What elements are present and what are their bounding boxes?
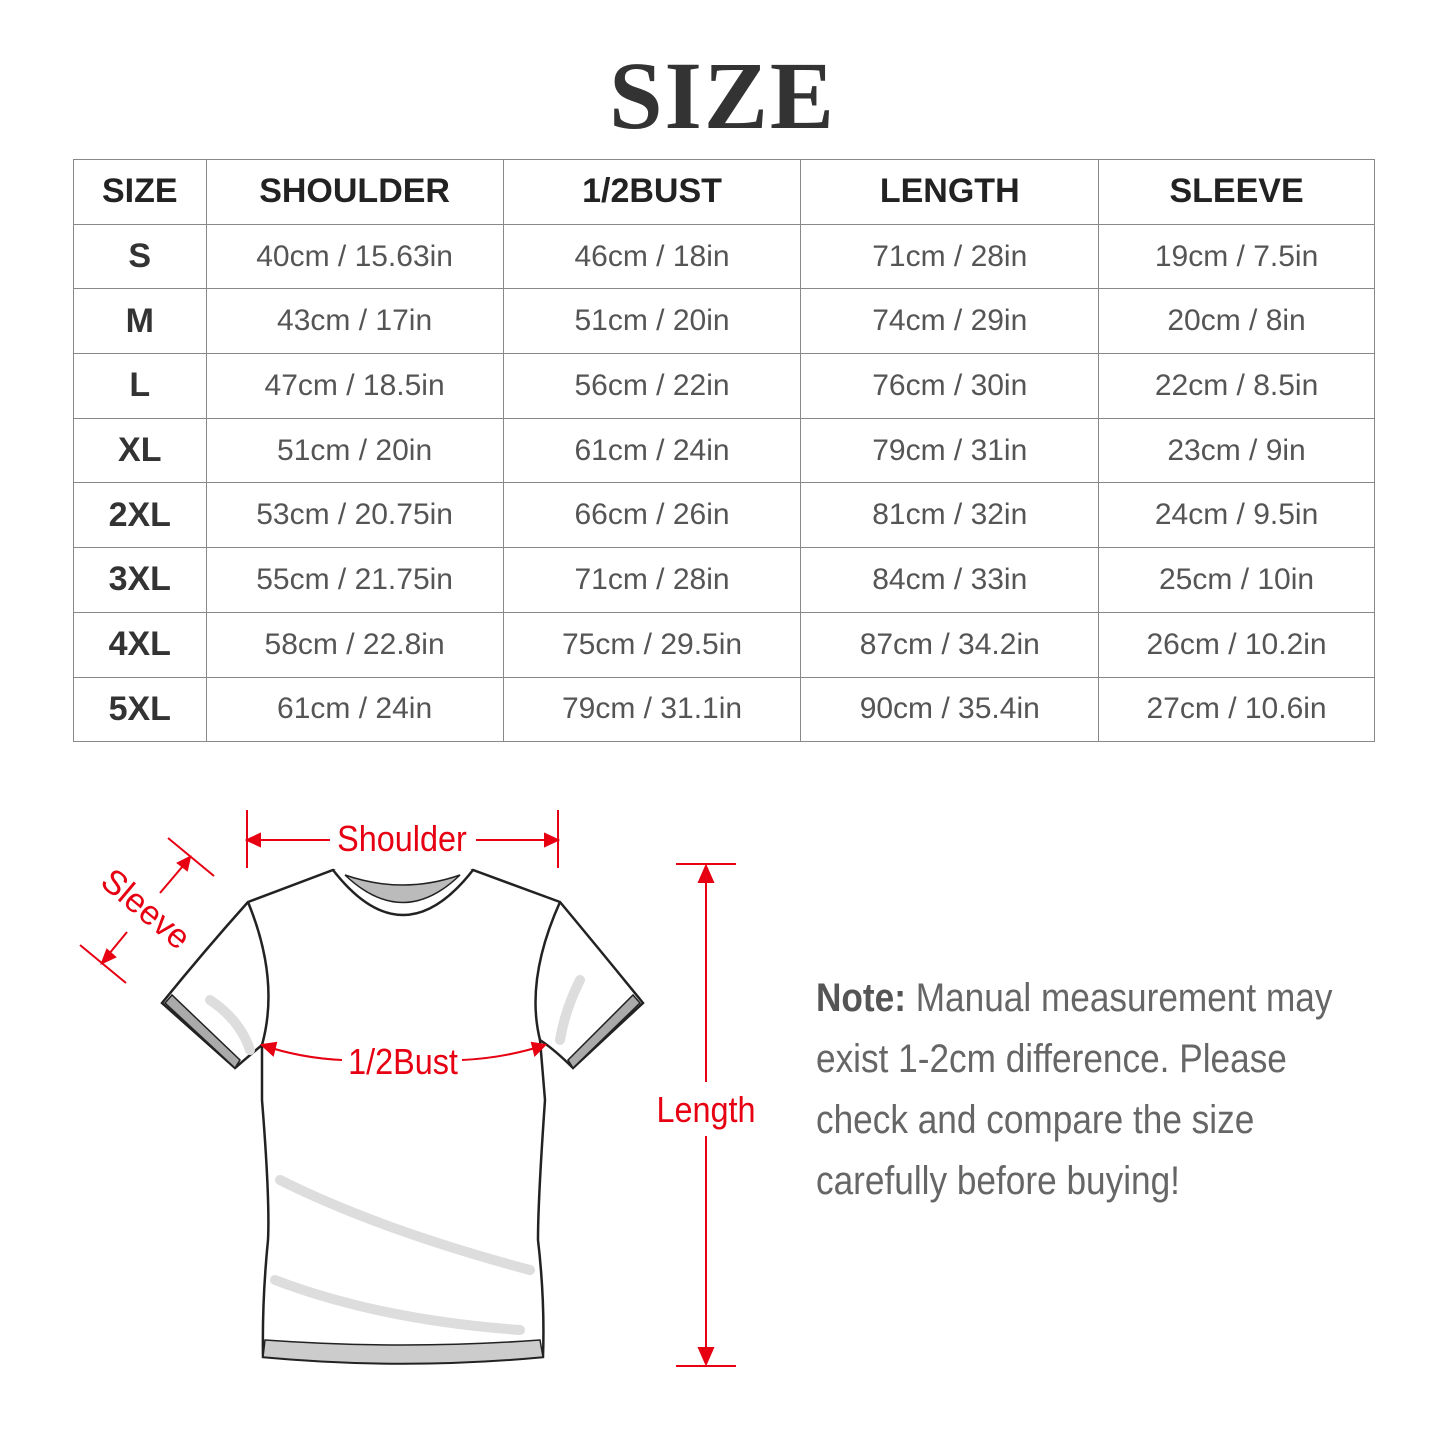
- bust-label: 1/2Bust: [348, 1042, 458, 1082]
- measurement-cell: 56cm / 22in: [502, 353, 802, 419]
- measurement-cell: 25cm / 10in: [1098, 547, 1375, 613]
- measurement-cell: 22cm / 8.5in: [1098, 353, 1375, 419]
- measurement-cell: 71cm / 28in: [800, 223, 1100, 290]
- column-header: SIZE: [73, 159, 207, 225]
- measurement-cell: 46cm / 18in: [502, 223, 802, 290]
- measurement-cell: 47cm / 18.5in: [205, 353, 504, 419]
- measurement-cell: 20cm / 8in: [1098, 288, 1375, 355]
- measurement-cell: 79cm / 31in: [800, 417, 1100, 484]
- measurement-cell: 51cm / 20in: [205, 417, 504, 484]
- measurement-cell: 71cm / 28in: [502, 547, 802, 613]
- table-row: 4XL 58cm / 22.8in 75cm / 29.5in 87cm / 34.2…: [73, 611, 1375, 678]
- tshirt-folds: [205, 975, 585, 1335]
- size-table: SIZE SHOULDER 1/2BUST LENGTH SLEEVE S 40cm / …: [73, 159, 1375, 743]
- table-row: 2XL 53cm / 20.75in 66cm / 26in 81cm / 32in 2…: [73, 482, 1375, 549]
- column-header: SHOULDER: [205, 159, 504, 225]
- measure-lines: [79, 810, 736, 1367]
- measurement-cell: 81cm / 32in: [800, 482, 1100, 549]
- hem: [262, 1339, 544, 1365]
- size-cell: S: [73, 223, 207, 290]
- size-cell: 5XL: [73, 676, 207, 743]
- measurement-cell: 40cm / 15.63in: [205, 223, 504, 290]
- column-header: 1/2BUST: [502, 159, 802, 225]
- table-row: S 40cm / 15.63in 46cm / 18in 71cm / 28in 19c…: [73, 223, 1375, 290]
- measurement-cell: 23cm / 9in: [1098, 417, 1375, 484]
- note-label: Note:: [816, 976, 906, 1020]
- size-cell: 3XL: [73, 547, 207, 613]
- size-cell: 4XL: [73, 611, 207, 678]
- column-header: LENGTH: [800, 159, 1100, 225]
- measurement-cell: 24cm / 9.5in: [1098, 482, 1375, 549]
- table-row: XL 51cm / 20in 61cm / 24in 79cm / 31in 23cm …: [73, 417, 1375, 484]
- table-header-row: SIZE SHOULDER 1/2BUST LENGTH SLEEVE: [73, 159, 1375, 225]
- note-text: Note: Manual measurement may exist 1-2cm…: [816, 968, 1388, 1212]
- tshirt-outline: [160, 868, 645, 1365]
- size-cell: 2XL: [73, 482, 207, 549]
- measurement-cell: 66cm / 26in: [502, 482, 802, 549]
- measurement-cell: 87cm / 34.2in: [800, 611, 1100, 678]
- measurement-cell: 61cm / 24in: [205, 676, 504, 743]
- measurement-cell: 84cm / 33in: [800, 547, 1100, 613]
- tshirt-diagram: Shoulder Sleeve 1/2Bust Length: [79, 810, 756, 1367]
- column-header: SLEEVE: [1098, 159, 1375, 225]
- measurement-cell: 90cm / 35.4in: [800, 676, 1100, 743]
- table-row: M 43cm / 17in 51cm / 20in 74cm / 29in 20cm /…: [73, 288, 1375, 355]
- page-title: SIZE: [609, 42, 836, 149]
- measurement-cell: 51cm / 20in: [502, 288, 802, 355]
- measurement-cell: 26cm / 10.2in: [1098, 611, 1375, 678]
- measurement-cell: 75cm / 29.5in: [502, 611, 802, 678]
- measurement-cell: 76cm / 30in: [800, 353, 1100, 419]
- note-body: Manual measurement may exist 1-2cm diffe…: [816, 976, 1333, 1203]
- measurement-cell: 74cm / 29in: [800, 288, 1100, 355]
- size-cell: XL: [73, 417, 207, 484]
- sleeve-label: Sleeve: [94, 861, 198, 957]
- shoulder-label: Shoulder: [337, 819, 467, 859]
- length-label: Length: [656, 1090, 755, 1130]
- measurement-cell: 43cm / 17in: [205, 288, 504, 355]
- size-cell: L: [73, 353, 207, 419]
- measurement-cell: 58cm / 22.8in: [205, 611, 504, 678]
- table-row: 5XL 61cm / 24in 79cm / 31.1in 90cm / 35.4in…: [73, 676, 1375, 743]
- measurement-cell: 19cm / 7.5in: [1098, 223, 1375, 290]
- size-cell: M: [73, 288, 207, 355]
- measurement-cell: 53cm / 20.75in: [205, 482, 504, 549]
- measurement-cell: 27cm / 10.6in: [1098, 676, 1375, 743]
- table-row: 3XL 55cm / 21.75in 71cm / 28in 84cm / 33in 2…: [73, 547, 1375, 613]
- measurement-cell: 55cm / 21.75in: [205, 547, 504, 613]
- sleeve-cuffs: [163, 993, 642, 1070]
- measurement-cell: 61cm / 24in: [502, 417, 802, 484]
- table-row: L 47cm / 18.5in 56cm / 22in 76cm / 30in 22cm…: [73, 353, 1375, 419]
- measurement-cell: 79cm / 31.1in: [502, 676, 802, 743]
